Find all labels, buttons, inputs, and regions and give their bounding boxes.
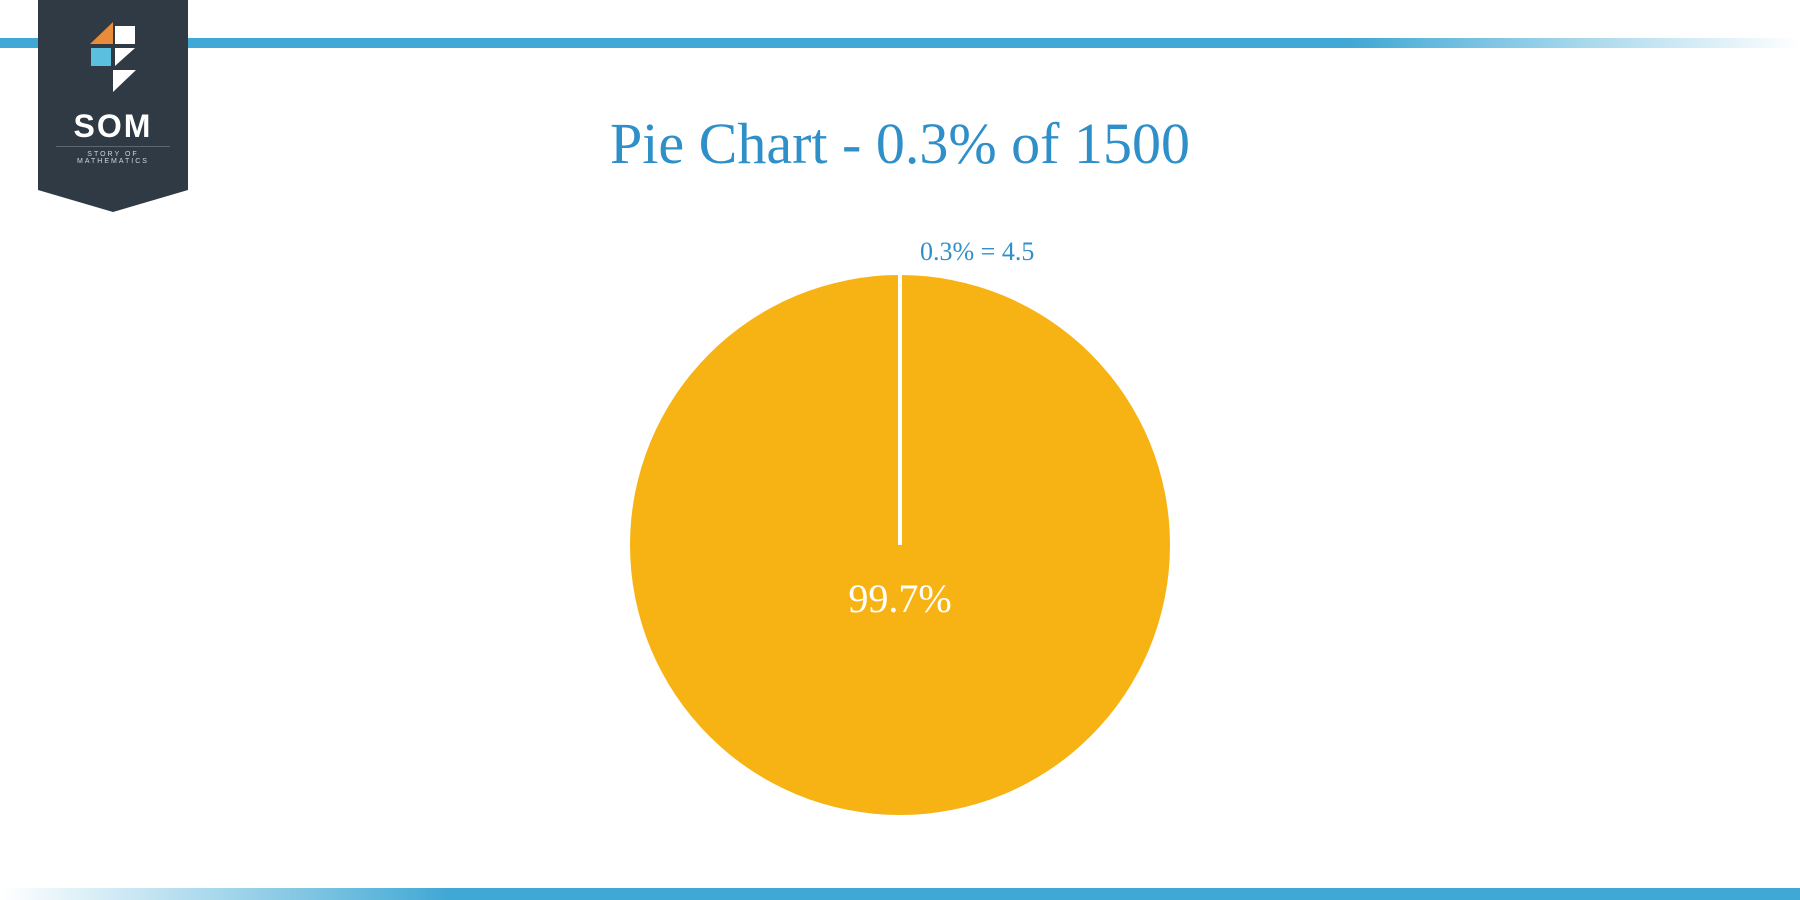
pie-chart: 0.3% = 4.5 99.7% xyxy=(630,275,1170,815)
bottom-accent-bar xyxy=(0,888,1800,900)
brand-tagline: STORY OF MATHEMATICS xyxy=(56,146,170,165)
brand-logo-icon xyxy=(78,22,148,92)
chart-title: Pie Chart - 0.3% of 1500 xyxy=(0,110,1800,177)
slice-label-main: 99.7% xyxy=(630,575,1170,622)
slice-label-small: 0.3% = 4.5 xyxy=(920,237,1034,267)
brand-badge: SOM STORY OF MATHEMATICS xyxy=(38,0,188,190)
brand-name: SOM xyxy=(38,108,188,145)
top-accent-bar xyxy=(0,38,1800,48)
pie-svg xyxy=(630,275,1170,815)
